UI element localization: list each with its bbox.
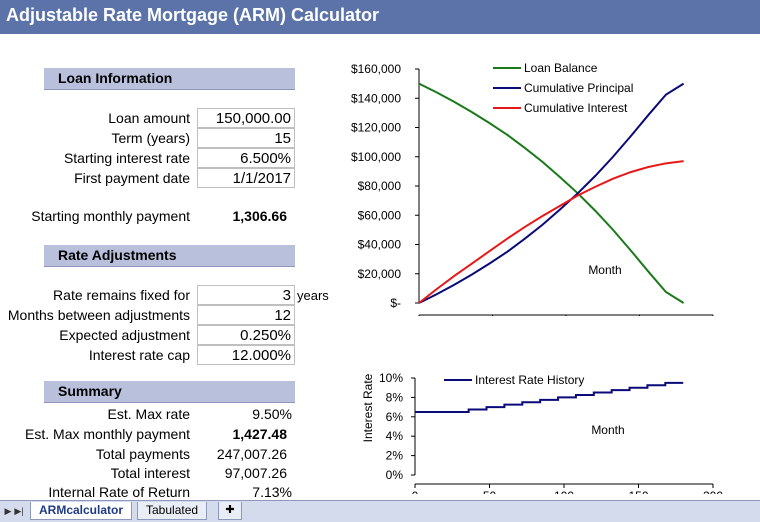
chart2-x-axis-label: Month: [591, 423, 624, 437]
c2-y-tick-label: 10%: [379, 371, 403, 385]
term-input[interactable]: 15: [197, 128, 295, 148]
rate-adjustments-header: Rate Adjustments: [44, 245, 295, 267]
c1-series-line: [418, 82, 685, 304]
first-payment-date-label: First payment date: [74, 170, 190, 186]
new-sheet-icon[interactable]: ✚: [218, 502, 242, 520]
c2-y-tick-label: 8%: [386, 390, 404, 404]
chart1-x-axis-label: Month: [588, 263, 621, 277]
total-interest-value: 97,007.26: [224, 465, 287, 481]
c1-legend-label: Loan Balance: [524, 61, 598, 75]
c2-y-tick-label: 4%: [386, 429, 404, 443]
c1-legend-label: Cumulative Principal: [524, 81, 633, 95]
c2-legend-label: Interest Rate History: [475, 373, 584, 387]
c2-y-tick-label: 2%: [386, 449, 404, 463]
expected-adjustment-input[interactable]: 0.250%: [197, 325, 295, 345]
c1-series-line: [418, 160, 684, 304]
c2-y-tick-label: 6%: [386, 410, 404, 424]
rate-cap-input[interactable]: 12.000%: [197, 345, 295, 365]
title-bar: Adjustable Rate Mortgage (ARM) Calculato…: [0, 0, 760, 34]
starting-payment-label: Starting monthly payment: [31, 208, 190, 224]
interest-rate-chart: 0% 2% 4% 6% 8% 10% 0 50 100 150 200 Interest Rate…: [361, 371, 723, 494]
loan-balance-chart: $- $20,000 $40,000 $60,000 $80,000 $100,000 $1…: [351, 61, 714, 316]
max-rate-value: 9.50%: [252, 406, 292, 422]
loan-amount-input[interactable]: 150,000.00: [197, 108, 295, 128]
c1-y-tick-label: $60,000: [358, 208, 402, 222]
rate-cap-label: Interest rate cap: [88, 347, 190, 363]
c1-y-tick-label: $-: [390, 296, 401, 310]
rate-adjustments-header-label: Rate Adjustments: [58, 247, 177, 263]
first-sheet-nav-icon[interactable]: ▶: [4, 506, 12, 516]
irr-label: Internal Rate of Return: [48, 484, 190, 500]
spreadsheet-area: Loan Information Loan amount 150,000.00 …: [0, 34, 760, 500]
months-between-label: Months between adjustments: [7, 307, 190, 323]
summary-header-label: Summary: [58, 383, 122, 399]
tab-tabulated[interactable]: Tabulated: [137, 502, 208, 520]
months-between-input[interactable]: 12: [197, 305, 295, 325]
total-interest-label: Total interest: [110, 465, 190, 481]
first-payment-date-input[interactable]: 1/1/2017: [197, 168, 295, 188]
c1-y-tick-label: $140,000: [351, 91, 401, 105]
loan-info-header: Loan Information: [44, 68, 295, 90]
c1-legend-label: Cumulative Interest: [524, 101, 628, 115]
total-payments-value: 247,007.26: [216, 446, 287, 462]
c1-y-tick-label: $100,000: [351, 150, 401, 164]
c2-x-tick-label: 100: [554, 489, 574, 494]
tab-armcalculator[interactable]: ARMcalculator: [30, 502, 133, 520]
c2-x-tick-label: 200: [703, 489, 723, 494]
total-payments-label: Total payments: [95, 446, 190, 462]
loan-amount-label: Loan amount: [108, 110, 190, 126]
c1-y-tick-label: $120,000: [351, 121, 401, 135]
starting-rate-input[interactable]: 6.500%: [197, 148, 295, 168]
summary-header: Summary: [44, 381, 295, 403]
sheet-tab-bar: ▶ ▶| ARMcalculator Tabulated ✚: [0, 500, 760, 522]
last-sheet-nav-icon[interactable]: ▶|: [14, 506, 24, 516]
c1-y-tick-label: $80,000: [358, 179, 402, 193]
irr-value: 7.13%: [252, 484, 292, 500]
c2-x-tick-label: 0: [412, 489, 419, 494]
expected-adjustment-label: Expected adjustment: [59, 327, 190, 343]
c1-y-tick-label: $40,000: [358, 238, 402, 252]
c1-y-tick-label: $20,000: [358, 267, 402, 281]
fixed-period-label: Rate remains fixed for: [53, 287, 190, 303]
c2-x-tick-label: 150: [628, 489, 648, 494]
chart2-y-axis-label: Interest Rate: [361, 373, 375, 442]
c2-series-line: [415, 381, 684, 413]
c2-x-tick-label: 50: [483, 489, 497, 494]
c1-series-line: [418, 82, 685, 304]
c1-y-tick-label: $160,000: [351, 62, 401, 76]
max-rate-label: Est. Max rate: [107, 406, 190, 422]
starting-payment-value: 1,306.66: [232, 208, 288, 224]
max-payment-label: Est. Max monthly payment: [25, 426, 190, 442]
loan-info-header-label: Loan Information: [58, 70, 173, 86]
term-label: Term (years): [111, 130, 190, 146]
starting-rate-label: Starting interest rate: [63, 150, 190, 166]
page-title: Adjustable Rate Mortgage (ARM) Calculato…: [6, 5, 380, 25]
c2-y-tick-label: 0%: [386, 468, 404, 482]
fixed-period-unit: years: [297, 288, 329, 303]
max-payment-value: 1,427.48: [232, 426, 288, 442]
fixed-period-input[interactable]: 3: [197, 285, 295, 305]
